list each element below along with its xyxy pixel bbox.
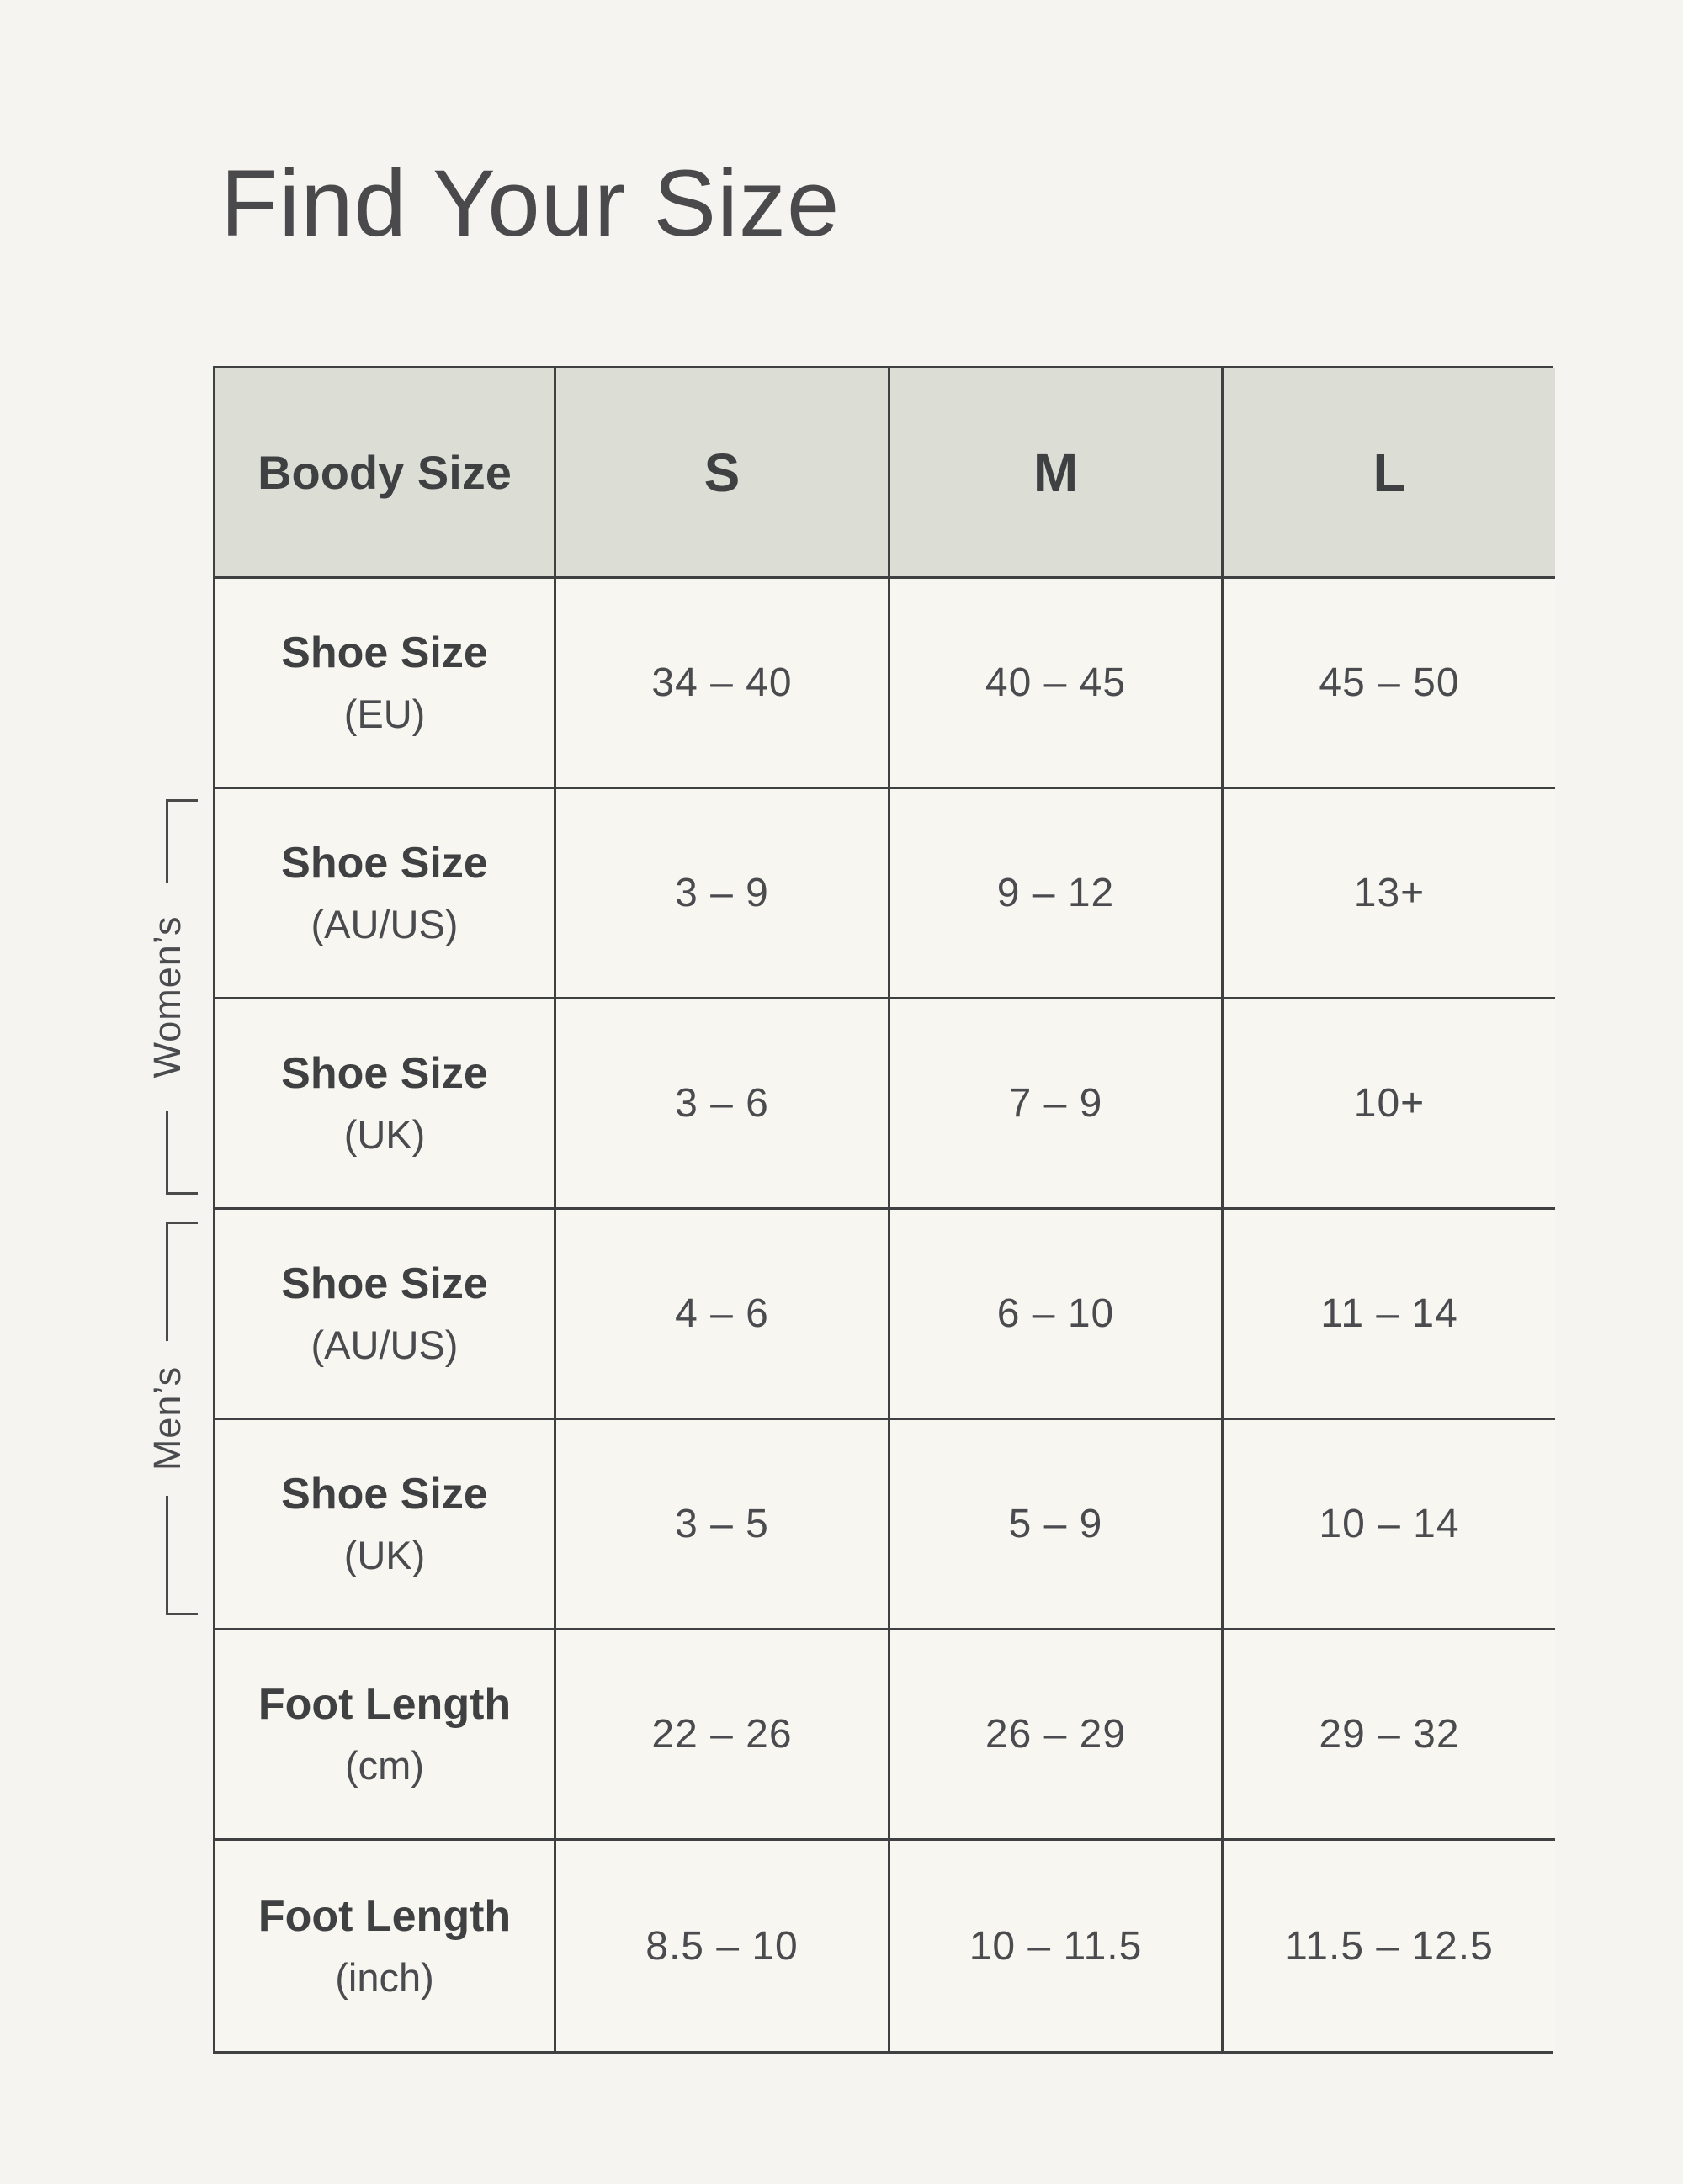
table-cell: 10+ [1224, 999, 1555, 1210]
table-cell: 3 – 5 [556, 1420, 890, 1630]
row-label-line2: (cm) [345, 1743, 424, 1789]
cell-value: 4 – 6 [675, 1291, 769, 1336]
cell-value: 11.5 – 12.5 [1285, 1923, 1494, 1969]
table-cell: 3 – 6 [556, 999, 890, 1210]
size-column-label: S [703, 442, 741, 503]
cell-value: 29 – 32 [1319, 1712, 1460, 1757]
table-cell: 5 – 9 [890, 1420, 1224, 1630]
cell-value: 10 – 11.5 [969, 1923, 1143, 1969]
table-header-label: Boody Size [257, 446, 512, 499]
mens-bracket-line-bottom [166, 1496, 198, 1615]
cell-value: 8.5 – 10 [645, 1923, 799, 1969]
cell-value: 9 – 12 [996, 871, 1115, 915]
size-column-header: S [556, 368, 890, 579]
table-cell: 9 – 12 [890, 789, 1224, 999]
womens-bracket-line-bottom [166, 1111, 198, 1195]
table-cell: 45 – 50 [1224, 579, 1555, 789]
table-cell: 13+ [1224, 789, 1555, 999]
table-cell: 10 – 14 [1224, 1420, 1555, 1630]
page-title: Find Your Size [220, 151, 841, 256]
table-cell: 4 – 6 [556, 1210, 890, 1420]
cell-value: 26 – 29 [985, 1712, 1127, 1757]
size-column-label: M [1033, 442, 1079, 503]
row-label-line2: (EU) [343, 692, 426, 737]
row-label-line1: Shoe Size [281, 1259, 488, 1309]
womens-bracket-line-top [166, 799, 198, 883]
cell-value: 3 – 5 [675, 1502, 769, 1546]
table-cell: 40 – 45 [890, 579, 1224, 789]
cell-value: 40 – 45 [985, 660, 1127, 705]
table-cell: 10 – 11.5 [890, 1841, 1224, 2051]
table-cell: 29 – 32 [1224, 1630, 1555, 1841]
table-cell: 8.5 – 10 [556, 1841, 890, 2051]
cell-value: 22 – 26 [651, 1712, 793, 1757]
mens-bracket-line-top [166, 1222, 198, 1341]
cell-value: 7 – 9 [1008, 1081, 1103, 1126]
row-label-line1: Shoe Size [281, 839, 488, 888]
mens-label: Men’s [146, 1365, 188, 1471]
table-cell: 3 – 9 [556, 789, 890, 999]
row-label-line2: (AU/US) [311, 1323, 459, 1368]
row-header: Shoe Size (UK) [215, 1420, 556, 1630]
womens-bracket: Women’s [146, 799, 198, 1195]
size-table: Boody Size S M L Shoe Size (EU) 34 – 40 40 – 45… [213, 366, 1555, 2054]
row-label-line1: Foot Length [257, 1680, 512, 1730]
row-label-line1: Foot Length [257, 1891, 512, 1941]
cell-value: 3 – 9 [675, 871, 769, 915]
cell-value: 13+ [1353, 871, 1426, 915]
cell-value: 10 – 14 [1319, 1502, 1460, 1546]
row-header: Foot Length (cm) [215, 1630, 556, 1841]
row-label-line2: (UK) [343, 1112, 426, 1158]
row-header: Shoe Size (UK) [215, 999, 556, 1210]
cell-value: 6 – 10 [996, 1291, 1115, 1336]
row-header: Shoe Size (EU) [215, 579, 556, 789]
row-header: Shoe Size (AU/US) [215, 1210, 556, 1420]
row-label-line2: (UK) [343, 1533, 426, 1578]
mens-bracket: Men’s [146, 1222, 198, 1615]
size-column-label: L [1372, 442, 1406, 503]
table-cell: 22 – 26 [556, 1630, 890, 1841]
table-cell: 26 – 29 [890, 1630, 1224, 1841]
row-label-line1: Shoe Size [281, 628, 488, 678]
cell-value: 10+ [1353, 1081, 1426, 1126]
cell-value: 11 – 14 [1320, 1291, 1458, 1336]
cell-value: 34 – 40 [651, 660, 793, 705]
table-cell: 7 – 9 [890, 999, 1224, 1210]
cell-value: 5 – 9 [1008, 1502, 1103, 1546]
size-column-header: L [1224, 368, 1555, 579]
row-header: Shoe Size (AU/US) [215, 789, 556, 999]
table-cell: 6 – 10 [890, 1210, 1224, 1420]
cell-value: 3 – 6 [675, 1081, 769, 1126]
row-label-line2: (inch) [335, 1954, 434, 2000]
row-label-line1: Shoe Size [281, 1049, 488, 1099]
table-header-cell: Boody Size [215, 368, 556, 579]
row-label-line2: (AU/US) [311, 902, 459, 947]
row-label-line1: Shoe Size [281, 1470, 488, 1519]
table-cell: 34 – 40 [556, 579, 890, 789]
womens-label: Women’s [146, 915, 188, 1079]
cell-value: 45 – 50 [1319, 660, 1460, 705]
table-cell: 11 – 14 [1224, 1210, 1555, 1420]
row-header: Foot Length (inch) [215, 1841, 556, 2051]
table-cell: 11.5 – 12.5 [1224, 1841, 1555, 2051]
size-column-header: M [890, 368, 1224, 579]
